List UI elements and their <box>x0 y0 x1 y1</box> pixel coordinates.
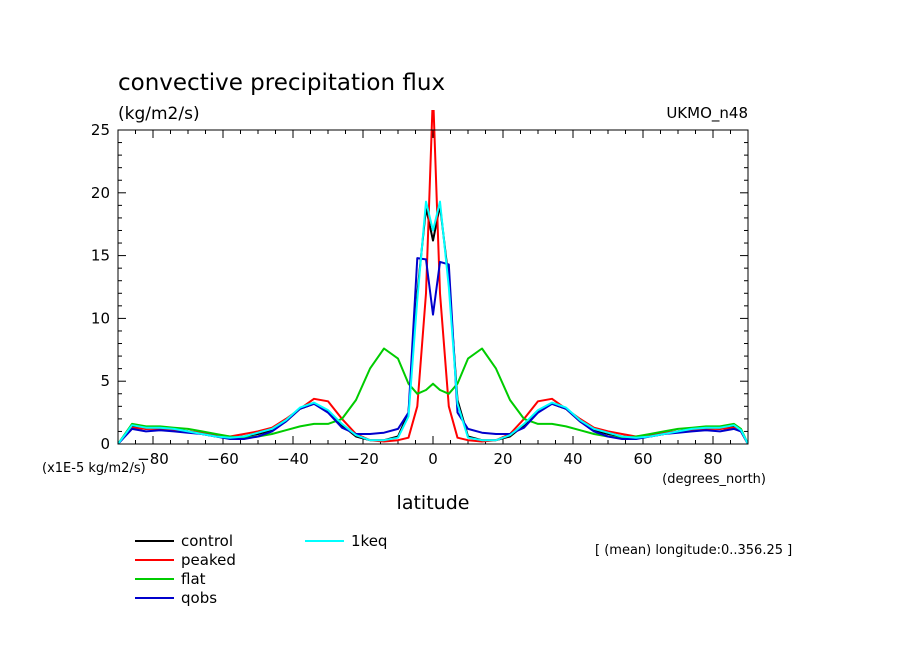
chart-units: (kg/m2/s) <box>118 104 200 124</box>
model-label: UKMO_n48 <box>666 104 748 123</box>
series-line-control <box>118 204 748 444</box>
x-units: (degrees_north) <box>662 472 766 487</box>
y-tick-label: 0 <box>100 435 110 453</box>
y-scale-note: (x1E-5 kg/m2/s) <box>42 461 146 476</box>
y-tick-label: 20 <box>91 184 110 202</box>
x-tick-label: 60 <box>633 450 652 468</box>
legend-label-peaked: peaked <box>181 551 236 569</box>
chart-title: convective precipitation flux <box>118 70 445 96</box>
y-tick-label: 15 <box>91 247 110 265</box>
legend-label-qobs: qobs <box>181 589 217 607</box>
legend-label-control: control <box>181 532 233 550</box>
tick-labels: −80 −60 −40 −20 0 20 40 60 80 0 5 10 15 20 25 <box>91 121 723 468</box>
mean-annotation: [ (mean) longitude:0..356.25 ] <box>595 543 792 558</box>
x-tick-label: −20 <box>347 450 379 468</box>
x-tick-label: −40 <box>277 450 309 468</box>
series-line-flat <box>118 347 748 444</box>
y-tick-label: 25 <box>91 121 110 139</box>
legend-label-1keq: 1keq <box>351 532 387 550</box>
series-line-1keq <box>118 200 748 444</box>
x-tick-label: 20 <box>493 450 512 468</box>
series-line-peaked <box>118 110 748 444</box>
series-line-qobs <box>118 257 748 444</box>
y-tick-label: 10 <box>91 309 110 327</box>
x-axis-label: latitude <box>397 492 470 514</box>
legend-label-flat: flat <box>181 570 206 588</box>
series-lines <box>118 110 748 444</box>
x-tick-label: 40 <box>563 450 582 468</box>
x-tick-label: −80 <box>137 450 169 468</box>
y-tick-label: 5 <box>100 372 110 390</box>
axes-ticks <box>117 129 749 445</box>
plot-frame <box>117 129 749 445</box>
x-tick-label: 80 <box>703 450 722 468</box>
x-tick-label: −60 <box>207 450 239 468</box>
x-tick-label: 0 <box>428 450 438 468</box>
